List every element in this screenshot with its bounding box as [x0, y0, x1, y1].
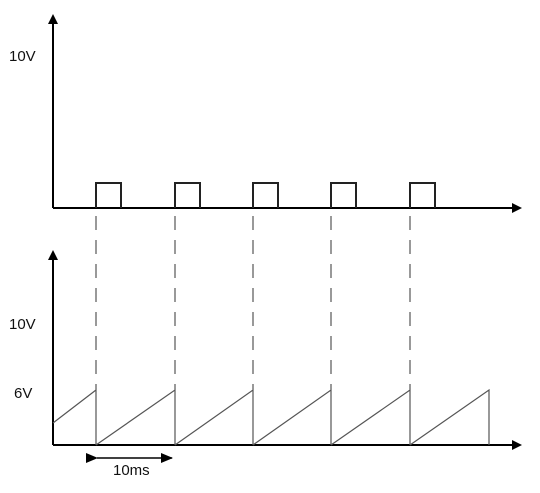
pulse-train: [95, 182, 436, 208]
alignment-dashes: [95, 216, 411, 392]
bottom-plot: 10V 6V 10ms: [9, 250, 522, 479]
bottom-y-label-10v: 10V: [9, 316, 36, 333]
period-label: 10ms: [113, 462, 150, 479]
bottom-y-label-6v: 6V: [14, 385, 32, 402]
sawtooth-waveform: [52, 388, 490, 446]
top-plot: 10V: [9, 14, 522, 213]
top-y-label-10v: 10V: [9, 48, 36, 65]
